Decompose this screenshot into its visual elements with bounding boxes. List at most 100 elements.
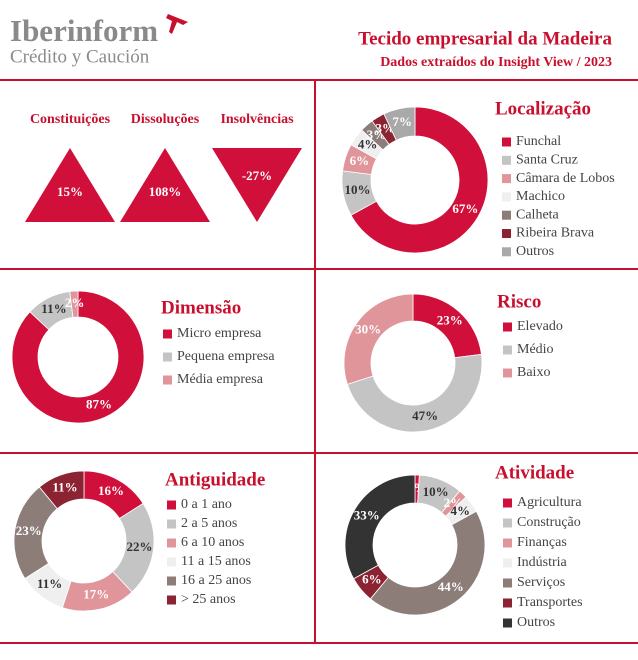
legend-marker bbox=[503, 538, 512, 548]
legend-label: Pequena empresa bbox=[177, 349, 275, 364]
indicator-value: 15% bbox=[57, 184, 83, 199]
legend-marker bbox=[503, 598, 512, 608]
slice-label: 10% bbox=[345, 182, 371, 197]
legend-label: Micro empresa bbox=[177, 326, 262, 341]
legend-label: Elevado bbox=[517, 319, 563, 334]
chart-title: Risco bbox=[497, 291, 541, 312]
indicator-value: -27% bbox=[242, 168, 272, 183]
slice-label: 11% bbox=[41, 301, 66, 316]
legend-label: > 25 anos bbox=[181, 592, 236, 607]
legend-label: 11 a 15 anos bbox=[181, 554, 251, 569]
indicator-title: Insolvências bbox=[220, 112, 294, 127]
legend-label: Transportes bbox=[517, 595, 583, 610]
slice-label: 33% bbox=[354, 507, 380, 522]
legend-label: 2 a 5 anos bbox=[181, 516, 237, 531]
legend-label: Construção bbox=[517, 515, 581, 530]
donut-slice bbox=[369, 510, 486, 616]
chart-title: Antiguidade bbox=[165, 469, 265, 490]
legend-marker bbox=[503, 345, 512, 355]
slice-label: 2% bbox=[65, 295, 85, 310]
page-title: Tecido empresarial da Madeira bbox=[358, 28, 612, 49]
indicator-title: Dissoluções bbox=[131, 112, 200, 127]
slice-label: 17% bbox=[83, 587, 109, 602]
legend-marker bbox=[167, 595, 176, 605]
slice-label: 22% bbox=[127, 539, 153, 554]
legend-marker bbox=[503, 578, 512, 588]
donut-slice bbox=[11, 290, 145, 424]
indicator-triangle bbox=[120, 148, 210, 222]
legend-label: Indústria bbox=[517, 555, 568, 570]
donut-slice bbox=[344, 474, 416, 580]
slice-label: 11% bbox=[37, 576, 62, 591]
slice-label: 23% bbox=[437, 312, 463, 327]
legend-label: Outros bbox=[517, 615, 555, 630]
legend-label: 0 a 1 ano bbox=[181, 497, 232, 512]
legend-marker bbox=[163, 375, 172, 385]
donut-slice bbox=[350, 106, 489, 254]
slice-label: 87% bbox=[86, 397, 112, 412]
legend-marker bbox=[503, 322, 512, 332]
logo-icon bbox=[166, 14, 188, 34]
legend-marker bbox=[503, 498, 512, 508]
donut-slice bbox=[383, 106, 416, 141]
legend-marker bbox=[503, 618, 512, 628]
legend-marker bbox=[503, 518, 512, 528]
legend-marker bbox=[167, 576, 176, 586]
chart-title: Dimensão bbox=[161, 297, 241, 318]
slice-label: 67% bbox=[452, 201, 478, 216]
slice-label: 6% bbox=[350, 153, 370, 168]
legend-marker bbox=[167, 557, 176, 567]
logo-tagline: Crédito y Caución bbox=[10, 46, 150, 67]
donut-slice bbox=[38, 470, 85, 510]
slice-label: 30% bbox=[355, 321, 381, 336]
slice-label: 23% bbox=[16, 523, 42, 538]
slice-label: 47% bbox=[412, 408, 438, 423]
legend-marker bbox=[502, 137, 511, 147]
legend-marker bbox=[503, 368, 512, 378]
legend-label: Média empresa bbox=[177, 372, 264, 387]
slice-label: 11% bbox=[52, 479, 77, 494]
slice-label: 4% bbox=[451, 503, 471, 518]
legend-marker bbox=[163, 352, 172, 362]
indicator-triangle bbox=[25, 148, 115, 222]
slice-label: 6% bbox=[362, 572, 382, 587]
slice-label: 16% bbox=[98, 483, 124, 498]
chart-title: Localização bbox=[495, 98, 591, 119]
legend-label: Funchal bbox=[516, 134, 561, 149]
legend-label: Outros bbox=[516, 244, 554, 259]
donut-slice bbox=[69, 290, 79, 318]
legend-marker bbox=[167, 519, 176, 529]
legend-label: Médio bbox=[517, 342, 554, 357]
legend-label: Finanças bbox=[517, 535, 567, 550]
legend-label: Baixo bbox=[517, 365, 550, 380]
slice-label: 7% bbox=[392, 114, 412, 129]
legend-marker bbox=[502, 247, 511, 257]
legend-marker bbox=[502, 174, 511, 184]
legend-label: Ribeira Brava bbox=[516, 226, 595, 241]
legend-label: 6 a 10 anos bbox=[181, 535, 244, 550]
legend-label: Calheta bbox=[516, 207, 560, 222]
legend-label: Agricultura bbox=[517, 495, 582, 510]
legend-label: 16 a 25 anos bbox=[181, 573, 251, 588]
legend-marker bbox=[163, 329, 172, 339]
legend-marker bbox=[167, 538, 176, 548]
indicator-triangle bbox=[212, 148, 302, 222]
legend-label: Santa Cruz bbox=[516, 153, 578, 168]
donut-slice bbox=[343, 293, 414, 385]
indicator-value: 108% bbox=[149, 184, 182, 199]
legend-label: Câmara de Lobos bbox=[516, 171, 615, 186]
legend-marker bbox=[503, 558, 512, 568]
donut-slice bbox=[346, 353, 483, 433]
legend-marker bbox=[502, 210, 511, 220]
legend-label: Serviços bbox=[517, 575, 565, 590]
legend-marker bbox=[167, 500, 176, 510]
legend-marker bbox=[502, 229, 511, 238]
slice-label: 44% bbox=[438, 579, 464, 594]
page-subtitle: Dados extraídos do Insight View / 2023 bbox=[380, 55, 612, 70]
indicator-title: Constituições bbox=[30, 112, 111, 127]
logo: Iberinform bbox=[10, 13, 158, 48]
legend-marker bbox=[502, 155, 511, 165]
legend-label: Machico bbox=[516, 189, 565, 204]
